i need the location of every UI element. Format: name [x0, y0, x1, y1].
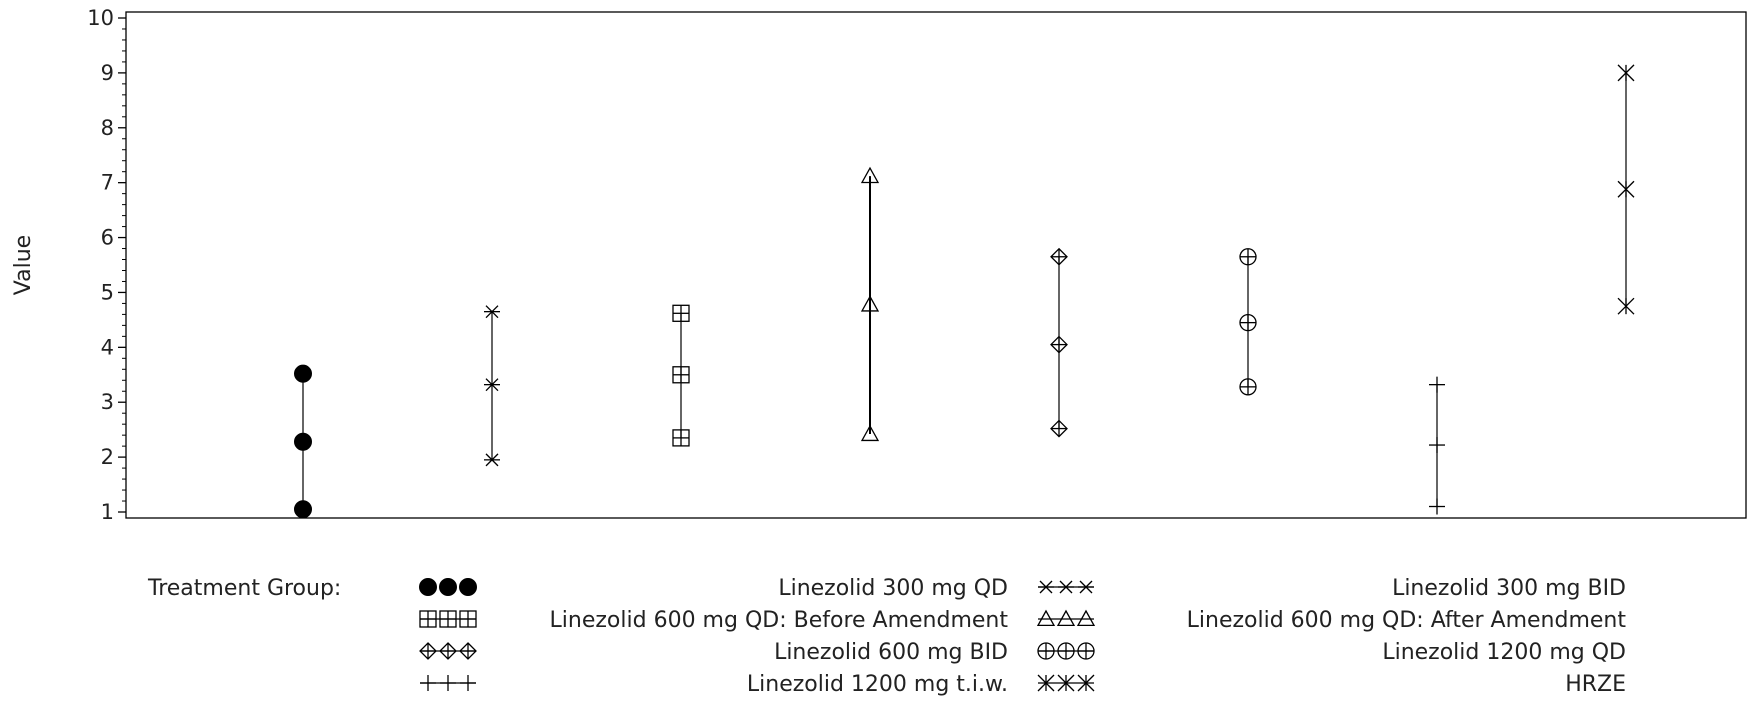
data-point: [294, 500, 312, 519]
legend-label: Linezolid 600 mg QD: After Amendment: [1187, 608, 1627, 633]
data-point: [1239, 313, 1257, 332]
y-axis-title: Value: [11, 235, 36, 295]
series-2: [484, 305, 500, 467]
marker: [860, 166, 880, 184]
data-point: [294, 432, 312, 451]
data-point: [1050, 247, 1068, 266]
y-axis: 1 2 3 4 5 6 7 8 9 10: [87, 6, 126, 524]
data-point: [860, 166, 880, 184]
data-point: [860, 295, 880, 312]
legend: Treatment Group: Linezolid 300 mg QD Linez…: [147, 576, 1626, 697]
marker: [419, 578, 437, 596]
legend-item-7: Linezolid 1200 mg t.i.w.: [420, 672, 1008, 697]
marker: [860, 424, 880, 442]
legend-item-5: Linezolid 600 mg BID: [419, 640, 1008, 665]
legend-item-1: Linezolid 300 mg QD: [419, 576, 1008, 601]
series-3: [672, 304, 690, 447]
data-point: [1239, 248, 1257, 266]
legend-symbol: [1037, 674, 1095, 692]
marker: [860, 295, 880, 312]
data-point: [1617, 180, 1635, 198]
data-point: [484, 305, 500, 319]
legend-item-3: Linezolid 600 mg QD: Before Amendment: [419, 608, 1009, 633]
legend-label: Linezolid 1200 mg QD: [1382, 640, 1626, 665]
marker: [1036, 609, 1056, 627]
legend-label: Linezolid 300 mg BID: [1392, 576, 1626, 601]
legend-label: Linezolid 600 mg QD: Before Amendment: [550, 608, 1009, 633]
y-tick-label: 3: [101, 390, 114, 414]
legend-item-4: Linezolid 600 mg QD: After Amendment: [1036, 608, 1627, 633]
y-tick-label: 7: [101, 171, 114, 195]
data-point: [294, 364, 312, 383]
y-tick-label: 10: [87, 6, 114, 30]
series-1: [294, 364, 312, 519]
series-8: [1617, 64, 1635, 315]
legend-label: Linezolid 300 mg QD: [778, 576, 1008, 601]
data-point: [672, 304, 690, 322]
marker: [1056, 609, 1076, 627]
series-4: [860, 166, 880, 442]
marker: [294, 364, 312, 383]
legend-item-6: Linezolid 1200 mg QD: [1037, 640, 1626, 665]
y-tick-label: 4: [101, 335, 114, 359]
y-tick-label: 8: [101, 116, 114, 140]
legend-label: Linezolid 600 mg BID: [774, 640, 1008, 665]
series-7: [1429, 376, 1445, 515]
data-point: [1617, 64, 1635, 82]
marker: [485, 305, 499, 319]
data-point: [1239, 378, 1257, 396]
y-tick-label: 5: [101, 280, 114, 304]
y-tick-label: 1: [101, 500, 114, 524]
legend-symbol: [420, 675, 476, 691]
series-6: [1239, 248, 1257, 396]
marker: [439, 578, 457, 596]
data-point: [484, 378, 500, 392]
plot-frame: [125, 11, 1747, 519]
legend-label: HRZE: [1565, 672, 1626, 697]
y-tick-label: 2: [101, 445, 114, 469]
legend-symbol: [1036, 609, 1096, 627]
data-point: [1429, 498, 1445, 515]
data-point: [1050, 335, 1068, 354]
legend-symbol: [1037, 642, 1095, 660]
legend-item-2: Linezolid 300 mg BID: [1038, 576, 1626, 601]
data-point: [860, 424, 880, 442]
legend-title: Treatment Group:: [147, 576, 341, 601]
legend-symbol: [419, 578, 477, 596]
marker: [459, 578, 477, 596]
legend-symbol: [1038, 580, 1094, 594]
data-point: [1429, 376, 1445, 393]
data-point: [672, 429, 690, 447]
y-tick-label: 9: [101, 61, 114, 85]
legend-symbol: [419, 642, 477, 660]
marker: [294, 432, 312, 451]
data-point: [1429, 437, 1445, 454]
data-point: [672, 366, 690, 384]
marker: [485, 453, 499, 467]
data-point: [484, 453, 500, 467]
data-point: [1050, 419, 1068, 438]
data-point: [1617, 297, 1635, 315]
marker: [485, 378, 499, 392]
legend-symbol: [419, 610, 477, 628]
legend-label: Linezolid 1200 mg t.i.w.: [747, 672, 1008, 697]
legend-item-8: HRZE: [1037, 672, 1626, 697]
marker: [294, 500, 312, 519]
series-5: [1050, 247, 1068, 438]
y-tick-label: 6: [101, 226, 114, 250]
marker: [1076, 609, 1096, 627]
